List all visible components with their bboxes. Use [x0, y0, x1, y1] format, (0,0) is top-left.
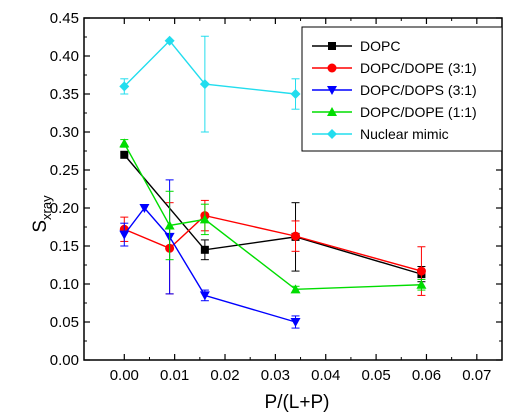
y-tick-label: 0.35 — [50, 86, 79, 103]
series-line — [123, 154, 422, 275]
series-line — [123, 206, 296, 323]
legend: DOPC DOPC/DOPE (3:1) DOPC/DOPS (3:1) DOPC/D… — [301, 26, 503, 152]
data-point — [290, 318, 301, 327]
legend-marker — [327, 129, 337, 139]
series-line — [123, 39, 296, 95]
x-tick-label: 0.07 — [462, 367, 491, 384]
x-tick-label: 0.04 — [311, 367, 340, 384]
series-4 — [119, 35, 301, 133]
series-3 — [119, 138, 427, 294]
legend-entry: DOPC/DOPE (1:1) — [312, 104, 477, 120]
y-tick-label: 0.25 — [50, 162, 79, 179]
x-tick-label: 0.01 — [160, 367, 189, 384]
data-point — [119, 230, 130, 240]
x-tick-label: 0.00 — [110, 367, 139, 384]
legend-label: DOPC/DOPE (1:1) — [360, 104, 477, 120]
legend-label: DOPC — [360, 38, 400, 54]
data-point — [164, 35, 175, 46]
data-point — [416, 266, 426, 276]
y-axis-label-subscript: xray — [39, 195, 54, 220]
series-2 — [119, 179, 301, 329]
legend-entry: DOPC/DOPE (3:1) — [312, 60, 477, 76]
data-point — [290, 89, 301, 99]
series-line — [123, 143, 422, 291]
data-point — [290, 284, 301, 294]
data-point — [416, 279, 427, 289]
legend-marker — [327, 107, 337, 116]
data-point — [200, 245, 209, 254]
data-point — [164, 220, 175, 230]
y-tick-label: 0.00 — [50, 352, 79, 369]
legend-label: DOPC/DOPS (3:1) — [360, 82, 477, 98]
legend-label: DOPC/DOPE (3:1) — [360, 60, 477, 76]
x-axis-label: P/(L+P) — [265, 392, 330, 413]
y-tick-label: 0.40 — [50, 48, 79, 65]
legend-entry: Nuclear mimic — [312, 126, 449, 142]
legend-entry: DOPC — [312, 38, 400, 54]
legend-marker — [328, 42, 336, 50]
y-axis-label-main: S — [30, 220, 51, 233]
data-point — [291, 231, 301, 241]
legend-marker — [327, 63, 337, 73]
data-point — [119, 138, 130, 148]
y-tick-label: 0.45 — [50, 10, 79, 27]
x-tick-label: 0.03 — [261, 367, 290, 384]
y-tick-label: 0.15 — [50, 238, 79, 255]
series-1 — [119, 199, 426, 296]
data-point — [139, 204, 150, 213]
legend-marker — [327, 86, 337, 95]
x-tick-label: 0.05 — [361, 367, 390, 384]
y-tick-label: 0.05 — [50, 314, 79, 331]
data-point — [120, 150, 129, 159]
legend-label: Nuclear mimic — [360, 126, 449, 142]
x-tick-label: 0.02 — [210, 367, 239, 384]
data-point — [199, 291, 210, 301]
data-point — [199, 214, 210, 224]
y-tick-label: 0.20 — [50, 200, 79, 217]
plot-series — [119, 35, 427, 329]
x-tick-label: 0.06 — [412, 367, 441, 384]
series-0 — [120, 150, 426, 283]
y-axis-label: Sxray — [30, 195, 54, 233]
data-point — [119, 81, 130, 92]
legend-entry: DOPC/DOPS (3:1) — [312, 82, 477, 98]
data-point — [199, 79, 210, 90]
axes: 0.00 0.01 0.02 0.03 0.04 0.05 0.06 0.07 0.00 0.05… — [50, 10, 503, 384]
y-tick-label: 0.30 — [50, 124, 79, 141]
y-tick-label: 0.10 — [50, 276, 79, 293]
